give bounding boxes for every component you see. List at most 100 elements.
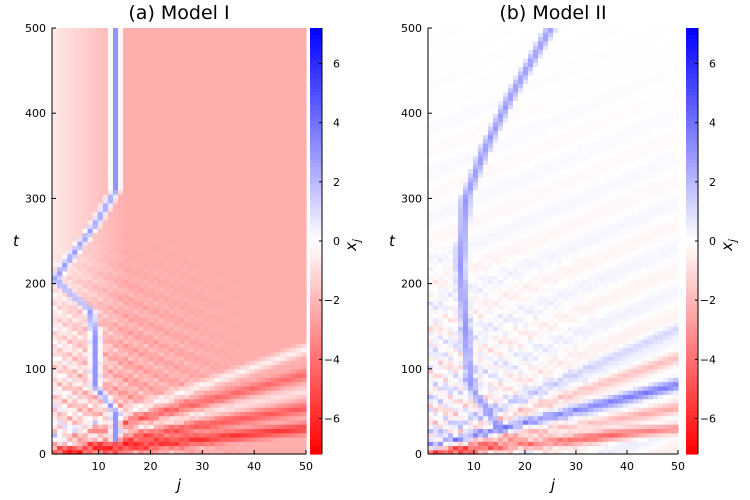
heatmap-cell: [153, 206, 160, 212]
heatmap-cell: [92, 36, 99, 42]
heatmap-cell: [270, 313, 277, 319]
heatmap-cell: [179, 407, 185, 412]
heatmap-cell: [194, 258, 200, 263]
heatmap-cell: [194, 202, 200, 208]
heatmap-cell: [163, 338, 170, 344]
heatmap-cell: [260, 49, 266, 55]
heatmap-cell: [67, 309, 73, 315]
heatmap-cell: [245, 398, 251, 404]
heatmap-cell: [280, 343, 287, 349]
heatmap-cell: [189, 168, 195, 174]
heatmap-cell: [128, 287, 134, 293]
heatmap-cell: [260, 275, 266, 280]
heatmap-cell: [77, 275, 84, 280]
heatmap-cell: [189, 292, 195, 297]
heatmap-cell: [163, 313, 170, 319]
heatmap-cell: [260, 424, 266, 430]
heatmap-cell: [255, 228, 261, 234]
heatmap-cell: [138, 202, 145, 208]
heatmap-cell: [209, 40, 216, 46]
heatmap-cell: [168, 79, 175, 84]
heatmap-cell: [285, 53, 292, 59]
heatmap-cell: [143, 117, 150, 123]
heatmap-cell: [280, 321, 287, 327]
heatmap-cell: [62, 198, 68, 204]
heatmap-cell: [260, 292, 266, 297]
heatmap-cell: [179, 292, 185, 297]
heatmap-cell: [214, 181, 221, 187]
heatmap-cell: [300, 211, 307, 217]
heatmap-cell: [97, 83, 104, 89]
heatmap-cell: [255, 330, 261, 336]
heatmap-cell: [184, 53, 190, 59]
heatmap-cell: [168, 258, 175, 263]
heatmap-cell: [67, 62, 73, 67]
heatmap-cell: [290, 177, 297, 182]
heatmap-cell: [214, 283, 221, 289]
heatmap-cell: [290, 253, 297, 259]
heatmap-cell: [194, 364, 200, 370]
heatmap-cell: [265, 57, 272, 63]
heatmap-cell: [158, 147, 165, 153]
heatmap-cell: [92, 147, 99, 153]
heatmap-cell: [250, 368, 256, 374]
heatmap-cell: [97, 334, 104, 340]
heatmap-cell: [275, 66, 282, 72]
heatmap-cell: [219, 194, 226, 199]
heatmap-cell: [214, 419, 221, 425]
heatmap-cell: [67, 219, 73, 225]
heatmap-cell: [199, 347, 205, 353]
heatmap-cell: [204, 198, 211, 204]
heatmap-cell: [143, 351, 150, 357]
heatmap-cell: [275, 83, 282, 89]
heatmap-cell: [62, 151, 68, 157]
heatmap-cell: [163, 334, 170, 340]
heatmap-cell: [168, 253, 175, 259]
heatmap-cell: [295, 151, 302, 157]
heatmap-cell: [133, 125, 139, 131]
heatmap-cell: [184, 449, 190, 455]
heatmap-cell: [204, 117, 211, 123]
heatmap-cell: [62, 66, 68, 72]
heatmap-cell: [82, 83, 89, 89]
heatmap-cell: [239, 185, 246, 191]
heatmap-cell: [250, 296, 256, 302]
heatmap-cell: [280, 411, 287, 417]
heatmap-cell: [77, 215, 84, 221]
heatmap-cell: [229, 262, 236, 268]
heatmap-cell: [300, 219, 307, 225]
heatmap-cell: [112, 407, 119, 412]
heatmap-cell: [219, 219, 226, 225]
heatmap-cell: [239, 40, 246, 46]
heatmap-cell: [107, 411, 114, 417]
heatmap-cell: [295, 45, 302, 50]
heatmap-cell: [224, 245, 231, 251]
heatmap-cell: [260, 258, 266, 263]
heatmap-cell: [77, 407, 84, 412]
heatmap-cell: [138, 143, 145, 148]
heatmap-cell: [219, 121, 226, 127]
heatmap-cell: [62, 377, 68, 383]
heatmap-cell: [265, 326, 272, 332]
heatmap-cell: [189, 198, 195, 204]
heatmap-cell: [275, 262, 282, 268]
heatmap-cell: [123, 287, 129, 293]
heatmap-cell: [300, 415, 307, 421]
heatmap-cell: [158, 241, 165, 246]
heatmap-cell: [173, 155, 180, 161]
heatmap-cell: [82, 177, 89, 182]
heatmap-cell: [97, 313, 104, 319]
heatmap-cell: [204, 347, 211, 353]
heatmap-cell: [245, 53, 251, 59]
heatmap-cell: [153, 351, 160, 357]
heatmap-cell: [245, 45, 251, 50]
heatmap-cell: [82, 368, 89, 374]
heatmap-cell: [123, 151, 129, 157]
heatmap-cell: [168, 147, 175, 153]
heatmap-cell: [280, 373, 287, 378]
heatmap-cell: [72, 32, 78, 38]
heatmap-cell: [143, 321, 150, 327]
heatmap-cell: [239, 70, 246, 76]
heatmap-cell: [179, 206, 185, 212]
heatmap-cell: [255, 249, 261, 255]
